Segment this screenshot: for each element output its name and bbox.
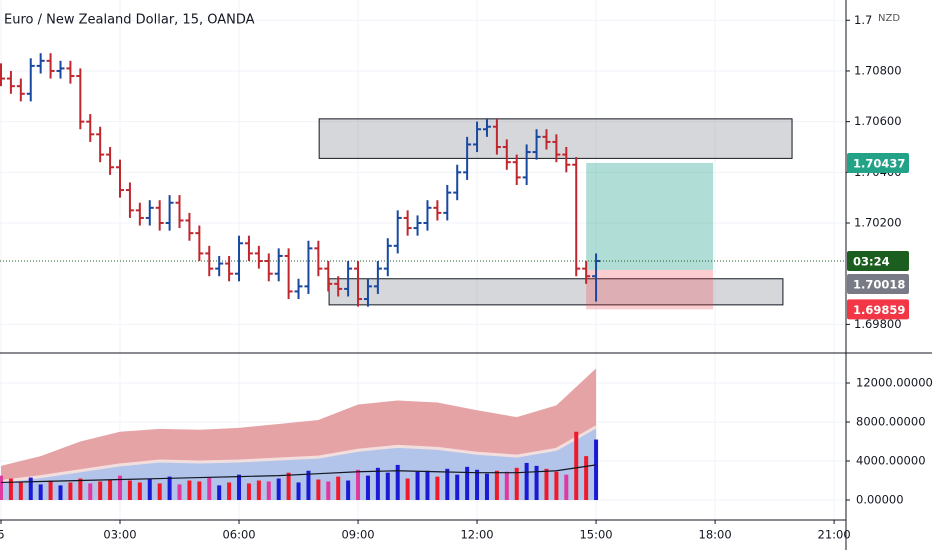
x-tick-label: 21:00 xyxy=(818,528,851,542)
volume-bar xyxy=(544,468,549,501)
volume-bar xyxy=(514,467,519,501)
x-tick-label: 5 xyxy=(0,528,5,542)
price-label-text: 1.70018 xyxy=(853,278,905,292)
y-tick-label: 1.70800 xyxy=(854,63,902,77)
chart-title: Euro / New Zealand Dollar, 15, OANDA xyxy=(4,13,255,28)
volume-bar xyxy=(346,480,351,501)
volume-bar xyxy=(435,476,440,501)
volume-bar xyxy=(564,474,569,501)
volume-bar xyxy=(197,481,202,501)
y-tick-label: 1.70600 xyxy=(854,114,902,128)
price-label xyxy=(847,274,909,295)
volume-bar xyxy=(326,481,331,501)
volume-bar xyxy=(475,469,480,501)
x-tick-label: 12:00 xyxy=(460,528,493,542)
volume-bar xyxy=(574,431,579,501)
volume-tick-label: 12000.00000 xyxy=(856,375,932,389)
x-tick-label: 09:00 xyxy=(341,528,374,542)
volume-bar xyxy=(227,482,232,501)
volume-tick-label: 0.00000 xyxy=(856,493,904,507)
volume-bar xyxy=(266,481,271,501)
volume-bar xyxy=(187,480,192,501)
volume-bar xyxy=(167,476,172,501)
x-tick-label: 03:00 xyxy=(103,528,136,542)
volume-bar xyxy=(58,485,63,501)
volume-bar xyxy=(38,484,43,501)
volume-bar xyxy=(316,479,321,501)
volume-bar xyxy=(246,483,251,501)
volume-bar xyxy=(217,485,222,501)
y-tick-label: 1.69800 xyxy=(854,317,902,331)
price-label-text: 03:24 xyxy=(853,255,890,269)
volume-bar xyxy=(494,470,499,501)
price-label xyxy=(847,251,909,272)
volume-bar xyxy=(48,480,53,501)
volume-bar xyxy=(484,473,489,501)
volume-bar xyxy=(147,478,152,501)
volume-bar xyxy=(375,467,380,501)
volume-bar xyxy=(504,471,509,501)
price-label xyxy=(847,152,909,173)
volume-bar xyxy=(207,477,212,501)
volume-bar xyxy=(157,483,162,501)
volume-bar xyxy=(296,482,301,501)
volume-bar xyxy=(18,482,23,501)
position-stop xyxy=(586,269,714,310)
volume-bar xyxy=(584,456,589,501)
volume-bar xyxy=(108,479,113,501)
volume-bar xyxy=(276,478,281,501)
y-tick-label: 1.70200 xyxy=(854,216,902,230)
volume-bar xyxy=(306,470,311,501)
volume-bar xyxy=(534,465,539,501)
volume-bar xyxy=(465,466,470,501)
volume-bar xyxy=(68,482,73,501)
price-label xyxy=(847,299,909,320)
volume-bar xyxy=(28,477,33,501)
volume-band-mid-line xyxy=(0,425,597,483)
volume-bar xyxy=(0,475,3,501)
volume-bar xyxy=(286,472,291,501)
volume-bar xyxy=(385,472,390,501)
currency: NZD xyxy=(878,13,900,24)
y-tick-label: 1.7 xyxy=(854,13,872,27)
volume-bar xyxy=(336,476,341,501)
volume-bar xyxy=(455,474,460,501)
volume-bar xyxy=(425,470,430,501)
x-tick-label: 18:00 xyxy=(699,528,732,542)
volume-bar xyxy=(137,482,142,501)
volume-bar xyxy=(8,478,13,501)
position-target xyxy=(586,162,714,270)
volume-bar xyxy=(554,471,559,501)
x-tick-label: 06:00 xyxy=(222,528,255,542)
price-label-text: 1.70437 xyxy=(853,156,905,170)
x-tick-label: 15:00 xyxy=(579,528,612,542)
volume-bar xyxy=(395,464,400,501)
volume-bar xyxy=(405,478,410,501)
volume-tick-label: 8000.00000 xyxy=(856,414,926,428)
volume-bar xyxy=(237,474,242,501)
volume-bar xyxy=(177,484,182,501)
volume-bar xyxy=(88,483,93,501)
volume-bar xyxy=(365,475,370,501)
zone xyxy=(328,278,784,306)
volume-bar xyxy=(256,480,261,501)
volume-bar xyxy=(415,471,420,501)
volume-bar xyxy=(524,462,529,501)
volume-bar xyxy=(356,469,361,501)
volume-bar xyxy=(445,468,450,501)
volume-bar xyxy=(98,481,103,501)
volume-bar xyxy=(127,480,132,501)
volume-bar xyxy=(594,439,599,501)
volume-ma xyxy=(0,464,597,484)
volume-bar xyxy=(78,478,83,501)
volume-bar xyxy=(118,475,123,501)
volume-tick-label: 4000.00000 xyxy=(856,454,926,468)
price-label-text: 1.69859 xyxy=(853,303,905,317)
